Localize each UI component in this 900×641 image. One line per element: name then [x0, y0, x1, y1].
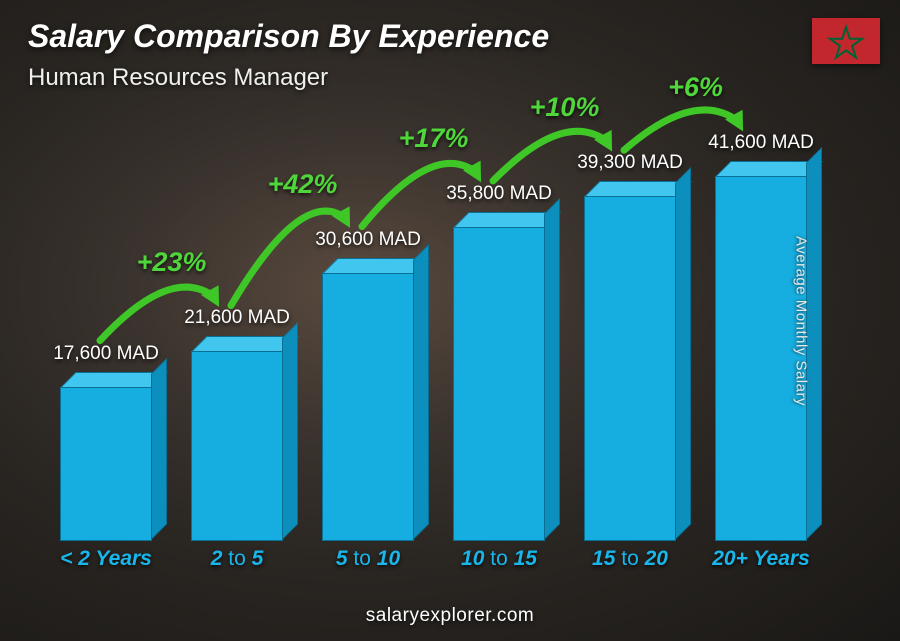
increase-pct-label: +6%	[636, 72, 756, 103]
footer-attribution: salaryexplorer.com	[0, 605, 900, 627]
increase-arrow	[100, 287, 215, 341]
chart-canvas: Salary Comparison By Experience Human Re…	[0, 0, 900, 641]
morocco-flag-icon	[812, 18, 880, 64]
increase-pct-label: +23%	[112, 247, 232, 278]
arrows-overlay	[40, 120, 840, 569]
increase-arrow	[362, 163, 477, 226]
increase-arrow	[231, 211, 346, 305]
increase-arrow-head	[332, 205, 360, 233]
increase-pct-label: +10%	[505, 92, 625, 123]
chart-title: Salary Comparison By Experience	[28, 18, 549, 55]
increase-arrow	[493, 131, 608, 181]
increase-pct-label: +17%	[374, 123, 494, 154]
chart-area: 17,600 MAD< 2 Years21,600 MAD2 to 530,60…	[40, 120, 840, 569]
increase-pct-label: +42%	[243, 169, 363, 200]
chart-subtitle: Human Resources Manager	[28, 64, 328, 92]
y-axis-label: Average Monthly Salary	[793, 236, 810, 406]
increase-arrow	[624, 110, 739, 150]
